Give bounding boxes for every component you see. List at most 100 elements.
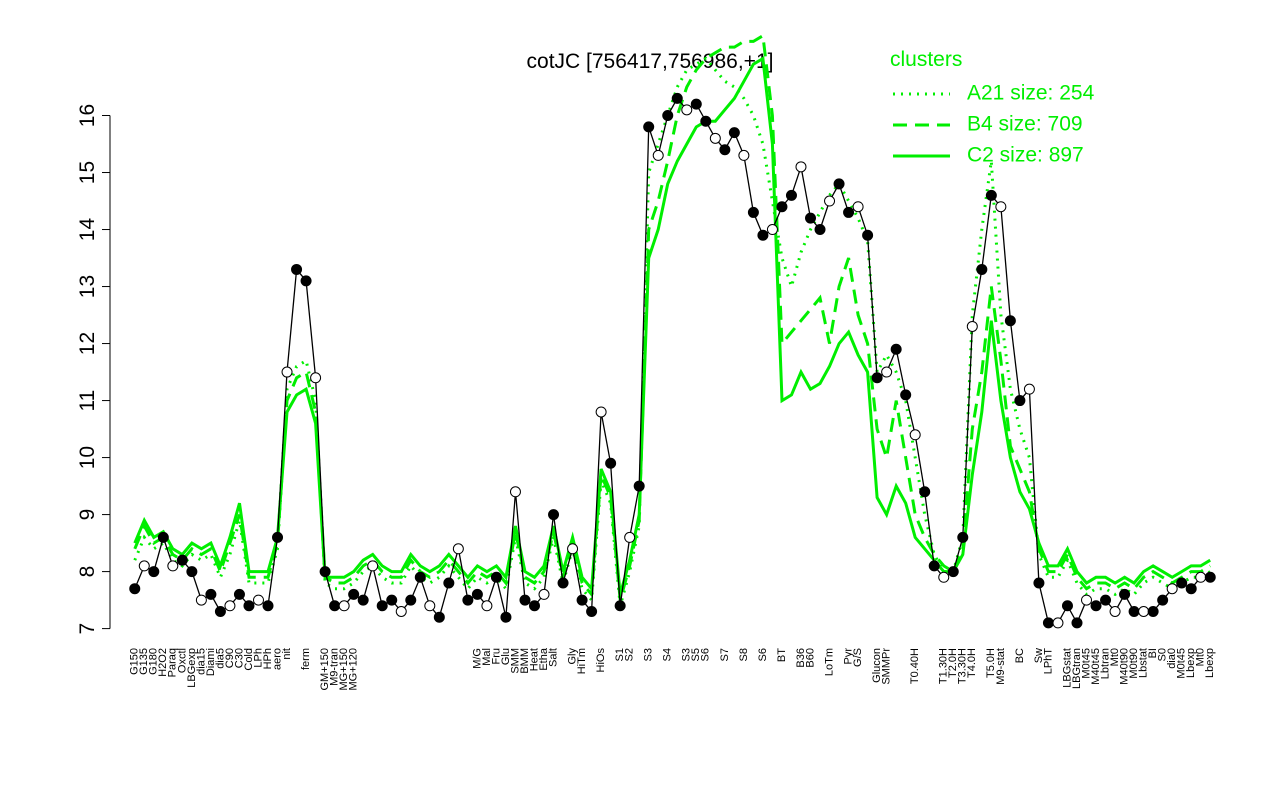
expression-point bbox=[214, 605, 226, 617]
x-tick-label: HPh bbox=[262, 648, 274, 669]
expression-point bbox=[1004, 315, 1016, 327]
x-tick-label: M0t45 bbox=[1176, 648, 1188, 679]
x-tick-label: T4.0H bbox=[966, 648, 978, 678]
expression-point bbox=[938, 571, 950, 583]
expression-point bbox=[157, 531, 169, 543]
expression-point bbox=[481, 600, 493, 612]
expression-point bbox=[1109, 605, 1121, 617]
x-tick-label: H2O2 bbox=[157, 648, 169, 677]
expression-point bbox=[700, 115, 712, 127]
expression-point bbox=[471, 588, 483, 600]
expression-point bbox=[557, 577, 569, 589]
x-tick-label: Diami bbox=[205, 648, 217, 676]
y-tick-label: 16 bbox=[76, 104, 99, 127]
x-tick-label: C30 bbox=[233, 648, 245, 668]
expression-point bbox=[595, 406, 607, 418]
expression-point bbox=[690, 98, 702, 110]
expression-point bbox=[1138, 605, 1150, 617]
legend-label: A21 size: 254 bbox=[967, 82, 1095, 105]
x-tick-label: S3 bbox=[681, 648, 693, 661]
expression-point bbox=[862, 229, 874, 241]
x-tick-label: HiOs bbox=[595, 648, 607, 673]
x-tick-label: S7 bbox=[719, 648, 731, 661]
expression-point bbox=[605, 457, 617, 469]
expression-point bbox=[1204, 571, 1216, 583]
expression-point bbox=[329, 600, 341, 612]
x-tick-label: M9-tran bbox=[329, 648, 341, 686]
expression-point bbox=[148, 566, 160, 578]
expression-point bbox=[528, 600, 540, 612]
expression-point bbox=[633, 480, 645, 492]
x-tick-label: Lbexp bbox=[1185, 648, 1197, 678]
expression-point bbox=[871, 372, 883, 384]
x-tick-label: ferm bbox=[300, 648, 312, 670]
expression-point bbox=[500, 611, 512, 623]
x-tick-label: nit bbox=[281, 648, 293, 660]
expression-point bbox=[643, 121, 655, 133]
y-tick-label: 15 bbox=[76, 161, 99, 184]
expression-point bbox=[795, 161, 807, 173]
x-tick-label: BI bbox=[1147, 648, 1159, 658]
x-tick-label: SMMPr bbox=[881, 648, 893, 685]
x-tick-label: Salt bbox=[547, 648, 559, 667]
expression-point bbox=[719, 144, 731, 156]
x-tick-label: aero bbox=[271, 648, 283, 670]
expression-point bbox=[414, 571, 426, 583]
expression-point bbox=[186, 566, 198, 578]
expression-point bbox=[357, 594, 369, 606]
expression-point bbox=[291, 263, 303, 275]
expression-point bbox=[985, 189, 997, 201]
expression-point bbox=[662, 110, 674, 122]
expression-point bbox=[833, 178, 845, 190]
expression-point bbox=[776, 201, 788, 213]
expression-point bbox=[909, 429, 921, 441]
expression-point bbox=[376, 600, 388, 612]
expression-point bbox=[1071, 617, 1083, 629]
expression-point bbox=[824, 195, 836, 207]
expression-point bbox=[1166, 583, 1178, 595]
expression-line bbox=[134, 97, 1211, 625]
x-tick-label: T3.30H bbox=[957, 648, 969, 684]
x-tick-label: Lbexp bbox=[1204, 648, 1216, 678]
x-tick-label: SMM bbox=[509, 648, 521, 674]
x-tick-label: Etha bbox=[538, 647, 550, 671]
expression-point bbox=[129, 583, 141, 595]
x-tick-label: M/G bbox=[471, 648, 483, 669]
expression-point bbox=[433, 611, 445, 623]
x-tick-label: Gly bbox=[566, 648, 578, 665]
x-tick-label: GM+150 bbox=[319, 648, 331, 691]
expression-point bbox=[1014, 395, 1026, 407]
expression-point bbox=[738, 149, 750, 161]
expression-point bbox=[681, 104, 693, 116]
x-tick-label: Glu bbox=[500, 648, 512, 665]
y-tick-label: 10 bbox=[76, 446, 99, 469]
expression-point bbox=[281, 366, 293, 378]
legend-title: clusters bbox=[890, 48, 962, 71]
x-tick-label: S6 bbox=[757, 648, 769, 661]
cluster-line bbox=[133, 56, 1211, 595]
expression-point bbox=[424, 600, 436, 612]
expression-point bbox=[614, 600, 626, 612]
x-tick-label: Mt0 bbox=[1195, 648, 1207, 666]
expression-point bbox=[766, 224, 778, 236]
x-tick-label: M0t90 bbox=[1128, 648, 1140, 679]
expression-point bbox=[900, 389, 912, 401]
x-tick-label: S1 bbox=[614, 648, 626, 661]
expression-point bbox=[300, 275, 312, 287]
y-tick-label: 8 bbox=[76, 566, 99, 578]
x-tick-label: G180 bbox=[148, 648, 160, 675]
x-tick-label: T1.30H bbox=[938, 648, 950, 684]
expression-point bbox=[1042, 617, 1054, 629]
legend-label: B4 size: 709 bbox=[967, 113, 1083, 136]
x-tick-label: S0 bbox=[1157, 648, 1169, 661]
x-tick-label: G135 bbox=[138, 648, 150, 675]
x-tick-label: LPh bbox=[252, 648, 264, 668]
expression-point bbox=[805, 212, 817, 224]
x-tick-label: S2 bbox=[624, 648, 636, 661]
expression-point bbox=[252, 594, 264, 606]
expression-point bbox=[843, 206, 855, 218]
expression-point bbox=[509, 486, 521, 498]
x-tick-label: Lbtran bbox=[1099, 648, 1111, 679]
expression-point bbox=[1176, 577, 1188, 589]
